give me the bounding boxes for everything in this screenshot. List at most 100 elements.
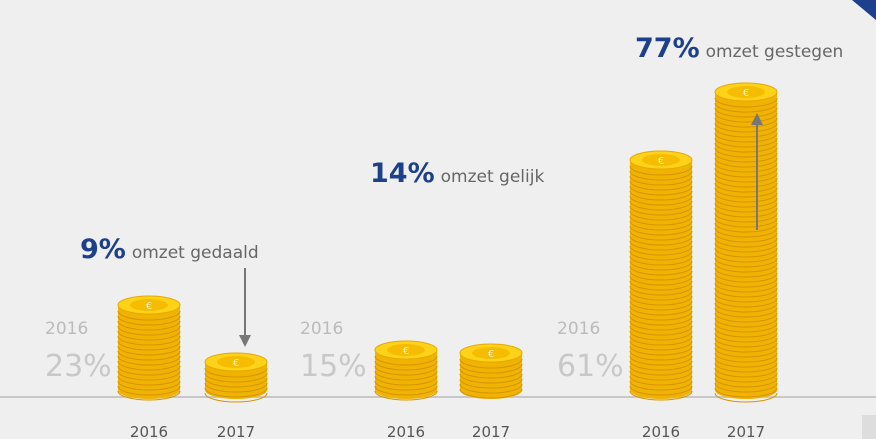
coin-face xyxy=(387,344,425,356)
coin-edge xyxy=(714,337,778,348)
coin-edge xyxy=(204,377,268,388)
coin-edge xyxy=(117,385,181,396)
coin-edge xyxy=(629,210,693,221)
coin-edge xyxy=(714,227,778,238)
headline-value: 14% xyxy=(370,158,435,189)
coin-edge xyxy=(714,392,778,403)
coin-edge xyxy=(374,375,438,386)
coin-edge xyxy=(629,295,693,306)
coin-edge xyxy=(629,365,693,376)
corner-mark xyxy=(852,0,876,20)
coin-edge xyxy=(459,363,523,374)
arrow-head xyxy=(239,335,251,347)
coin-edge xyxy=(714,237,778,248)
coin-edge xyxy=(117,330,181,341)
year-label: 2017 xyxy=(727,423,765,439)
coin-edge xyxy=(629,165,693,176)
prior-value: 15% xyxy=(300,349,367,384)
coin-face xyxy=(217,356,255,368)
coin-edge xyxy=(117,310,181,321)
coin-edge xyxy=(714,122,778,133)
headline-text: omzet gedaald xyxy=(132,243,259,263)
coin-edge xyxy=(629,320,693,331)
coin-stack: € xyxy=(374,340,438,401)
coin-edge xyxy=(629,280,693,291)
coin-edge xyxy=(629,325,693,336)
coin-edge xyxy=(714,152,778,163)
coin-edge xyxy=(117,390,181,401)
coin-edge xyxy=(117,350,181,361)
coin-edge xyxy=(459,368,523,379)
coin-edge xyxy=(714,257,778,268)
coin-edge xyxy=(117,360,181,371)
headline-text: omzet gelijk xyxy=(441,167,545,187)
coin-edge xyxy=(204,392,268,403)
coin-edge xyxy=(629,340,693,351)
coin-edge xyxy=(629,285,693,296)
coin-edge xyxy=(629,305,693,316)
coin-edge xyxy=(629,300,693,311)
coin-edge xyxy=(714,142,778,153)
coin-face xyxy=(642,154,680,166)
headline-text: omzet gestegen xyxy=(706,42,844,62)
coin-edge xyxy=(459,383,523,394)
coin-bottom xyxy=(460,381,522,399)
coin-edge xyxy=(629,355,693,366)
coin-bottom xyxy=(205,381,267,399)
coin-edge xyxy=(629,265,693,276)
coin-edge xyxy=(714,327,778,338)
coin-edge xyxy=(117,335,181,346)
coin-edge xyxy=(629,315,693,326)
coin-edge xyxy=(714,292,778,303)
coin-edge xyxy=(459,388,523,399)
coin-edge xyxy=(714,367,778,378)
arrow-head xyxy=(751,113,763,125)
coin-edge xyxy=(714,172,778,183)
coin-edge xyxy=(629,260,693,271)
coin-edge xyxy=(629,335,693,346)
coin-edge xyxy=(629,200,693,211)
coin-edge xyxy=(629,250,693,261)
euro-sign: € xyxy=(403,346,409,357)
coin-edge xyxy=(629,270,693,281)
coin-edge xyxy=(459,378,523,389)
coin-edge xyxy=(714,362,778,373)
coin-edge xyxy=(117,365,181,376)
coin-edge xyxy=(714,107,778,118)
coin-edge xyxy=(629,390,693,401)
coin-edge xyxy=(714,297,778,308)
euro-sign: € xyxy=(233,358,239,369)
coin-edge xyxy=(714,347,778,358)
coin-face xyxy=(727,86,765,98)
coin-stack: € xyxy=(117,295,181,401)
coin-stack: € xyxy=(204,352,268,403)
coin-edge xyxy=(714,322,778,333)
coin-edge xyxy=(714,387,778,398)
coin-edge xyxy=(117,315,181,326)
coin-edge xyxy=(629,240,693,251)
coin-edge xyxy=(714,267,778,278)
coin-edge xyxy=(629,245,693,256)
coin-edge xyxy=(629,220,693,231)
coin-edge xyxy=(714,242,778,253)
euro-sign: € xyxy=(658,156,664,167)
coin-edge xyxy=(204,387,268,398)
euro-sign: € xyxy=(488,349,494,360)
coin-edge xyxy=(374,370,438,381)
coin-edge xyxy=(714,112,778,123)
coin-edge xyxy=(629,350,693,361)
prior-value: 23% xyxy=(45,349,112,384)
coin-bottom xyxy=(715,381,777,399)
coin-edge xyxy=(629,230,693,241)
coin-edge xyxy=(629,205,693,216)
coin-edge xyxy=(714,307,778,318)
coin-edge xyxy=(714,232,778,243)
coin-edge xyxy=(629,180,693,191)
coin-edge xyxy=(714,102,778,113)
coin-edge xyxy=(714,127,778,138)
coin-edge xyxy=(204,372,268,383)
coin-edge xyxy=(714,202,778,213)
coin-edge xyxy=(714,332,778,343)
coin-edge xyxy=(714,222,778,233)
coin-edge xyxy=(374,360,438,371)
